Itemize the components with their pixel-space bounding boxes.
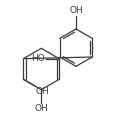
Text: HO: HO	[31, 54, 45, 63]
Text: OH: OH	[34, 104, 48, 113]
Text: OH: OH	[36, 87, 49, 96]
Text: OH: OH	[69, 6, 83, 15]
